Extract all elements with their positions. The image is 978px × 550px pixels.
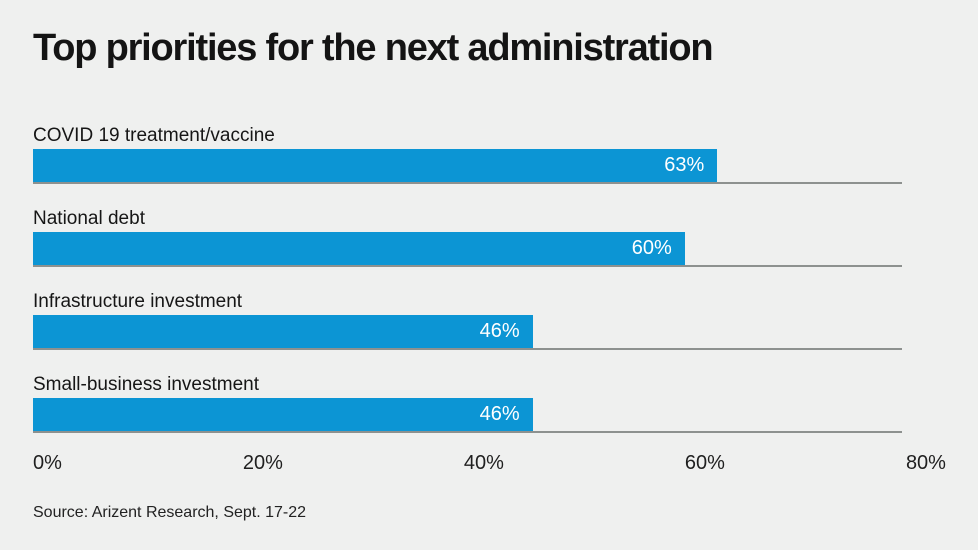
bar-national-debt: 60%	[33, 232, 685, 265]
chart-title: Top priorities for the next administrati…	[33, 27, 714, 69]
x-tick-80: 80%	[905, 452, 946, 474]
value-label: 46%	[479, 403, 520, 425]
bar-small-business: 46%	[33, 398, 533, 431]
bar-row-covid: COVID 19 treatment/vaccine 63%	[33, 125, 902, 184]
bar-track: 46%	[33, 398, 902, 433]
value-label: 46%	[479, 320, 520, 342]
category-label: National debt	[33, 208, 145, 229]
value-label: 60%	[631, 237, 672, 259]
category-label: Small-business investment	[33, 374, 259, 395]
bar-row-national-debt: National debt 60%	[33, 208, 902, 267]
category-label: Infrastructure investment	[33, 291, 243, 312]
bar-chart-area: COVID 19 treatment/vaccine 63% National …	[33, 125, 902, 457]
bar-track: 46%	[33, 315, 902, 350]
x-tick-0: 0%	[33, 452, 62, 474]
source-note: Source: Arizent Research, Sept. 17-22	[33, 504, 307, 521]
bar-covid: 63%	[33, 149, 718, 182]
bar-row-small-business: Small-business investment 46%	[33, 374, 902, 433]
x-tick-20: 20%	[242, 452, 283, 474]
x-axis: 0% 20% 40% 60% 80%	[33, 452, 946, 475]
category-label: COVID 19 treatment/vaccine	[33, 125, 275, 146]
x-tick-40: 40%	[463, 452, 504, 474]
bar-row-infrastructure: Infrastructure investment 46%	[33, 291, 902, 350]
x-tick-60: 60%	[684, 452, 725, 474]
bar-track: 60%	[33, 232, 902, 267]
bar-track: 63%	[33, 149, 902, 184]
value-label: 63%	[664, 154, 705, 176]
bar-infrastructure: 46%	[33, 315, 533, 348]
